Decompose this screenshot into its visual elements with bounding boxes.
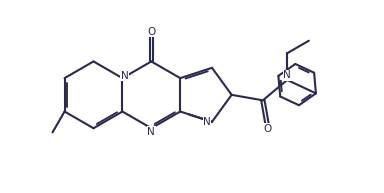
Text: O: O bbox=[263, 124, 271, 134]
Text: N: N bbox=[147, 127, 155, 137]
Text: O: O bbox=[147, 27, 156, 37]
Text: N: N bbox=[283, 70, 291, 80]
Text: N: N bbox=[203, 117, 211, 127]
Text: N: N bbox=[121, 71, 129, 81]
